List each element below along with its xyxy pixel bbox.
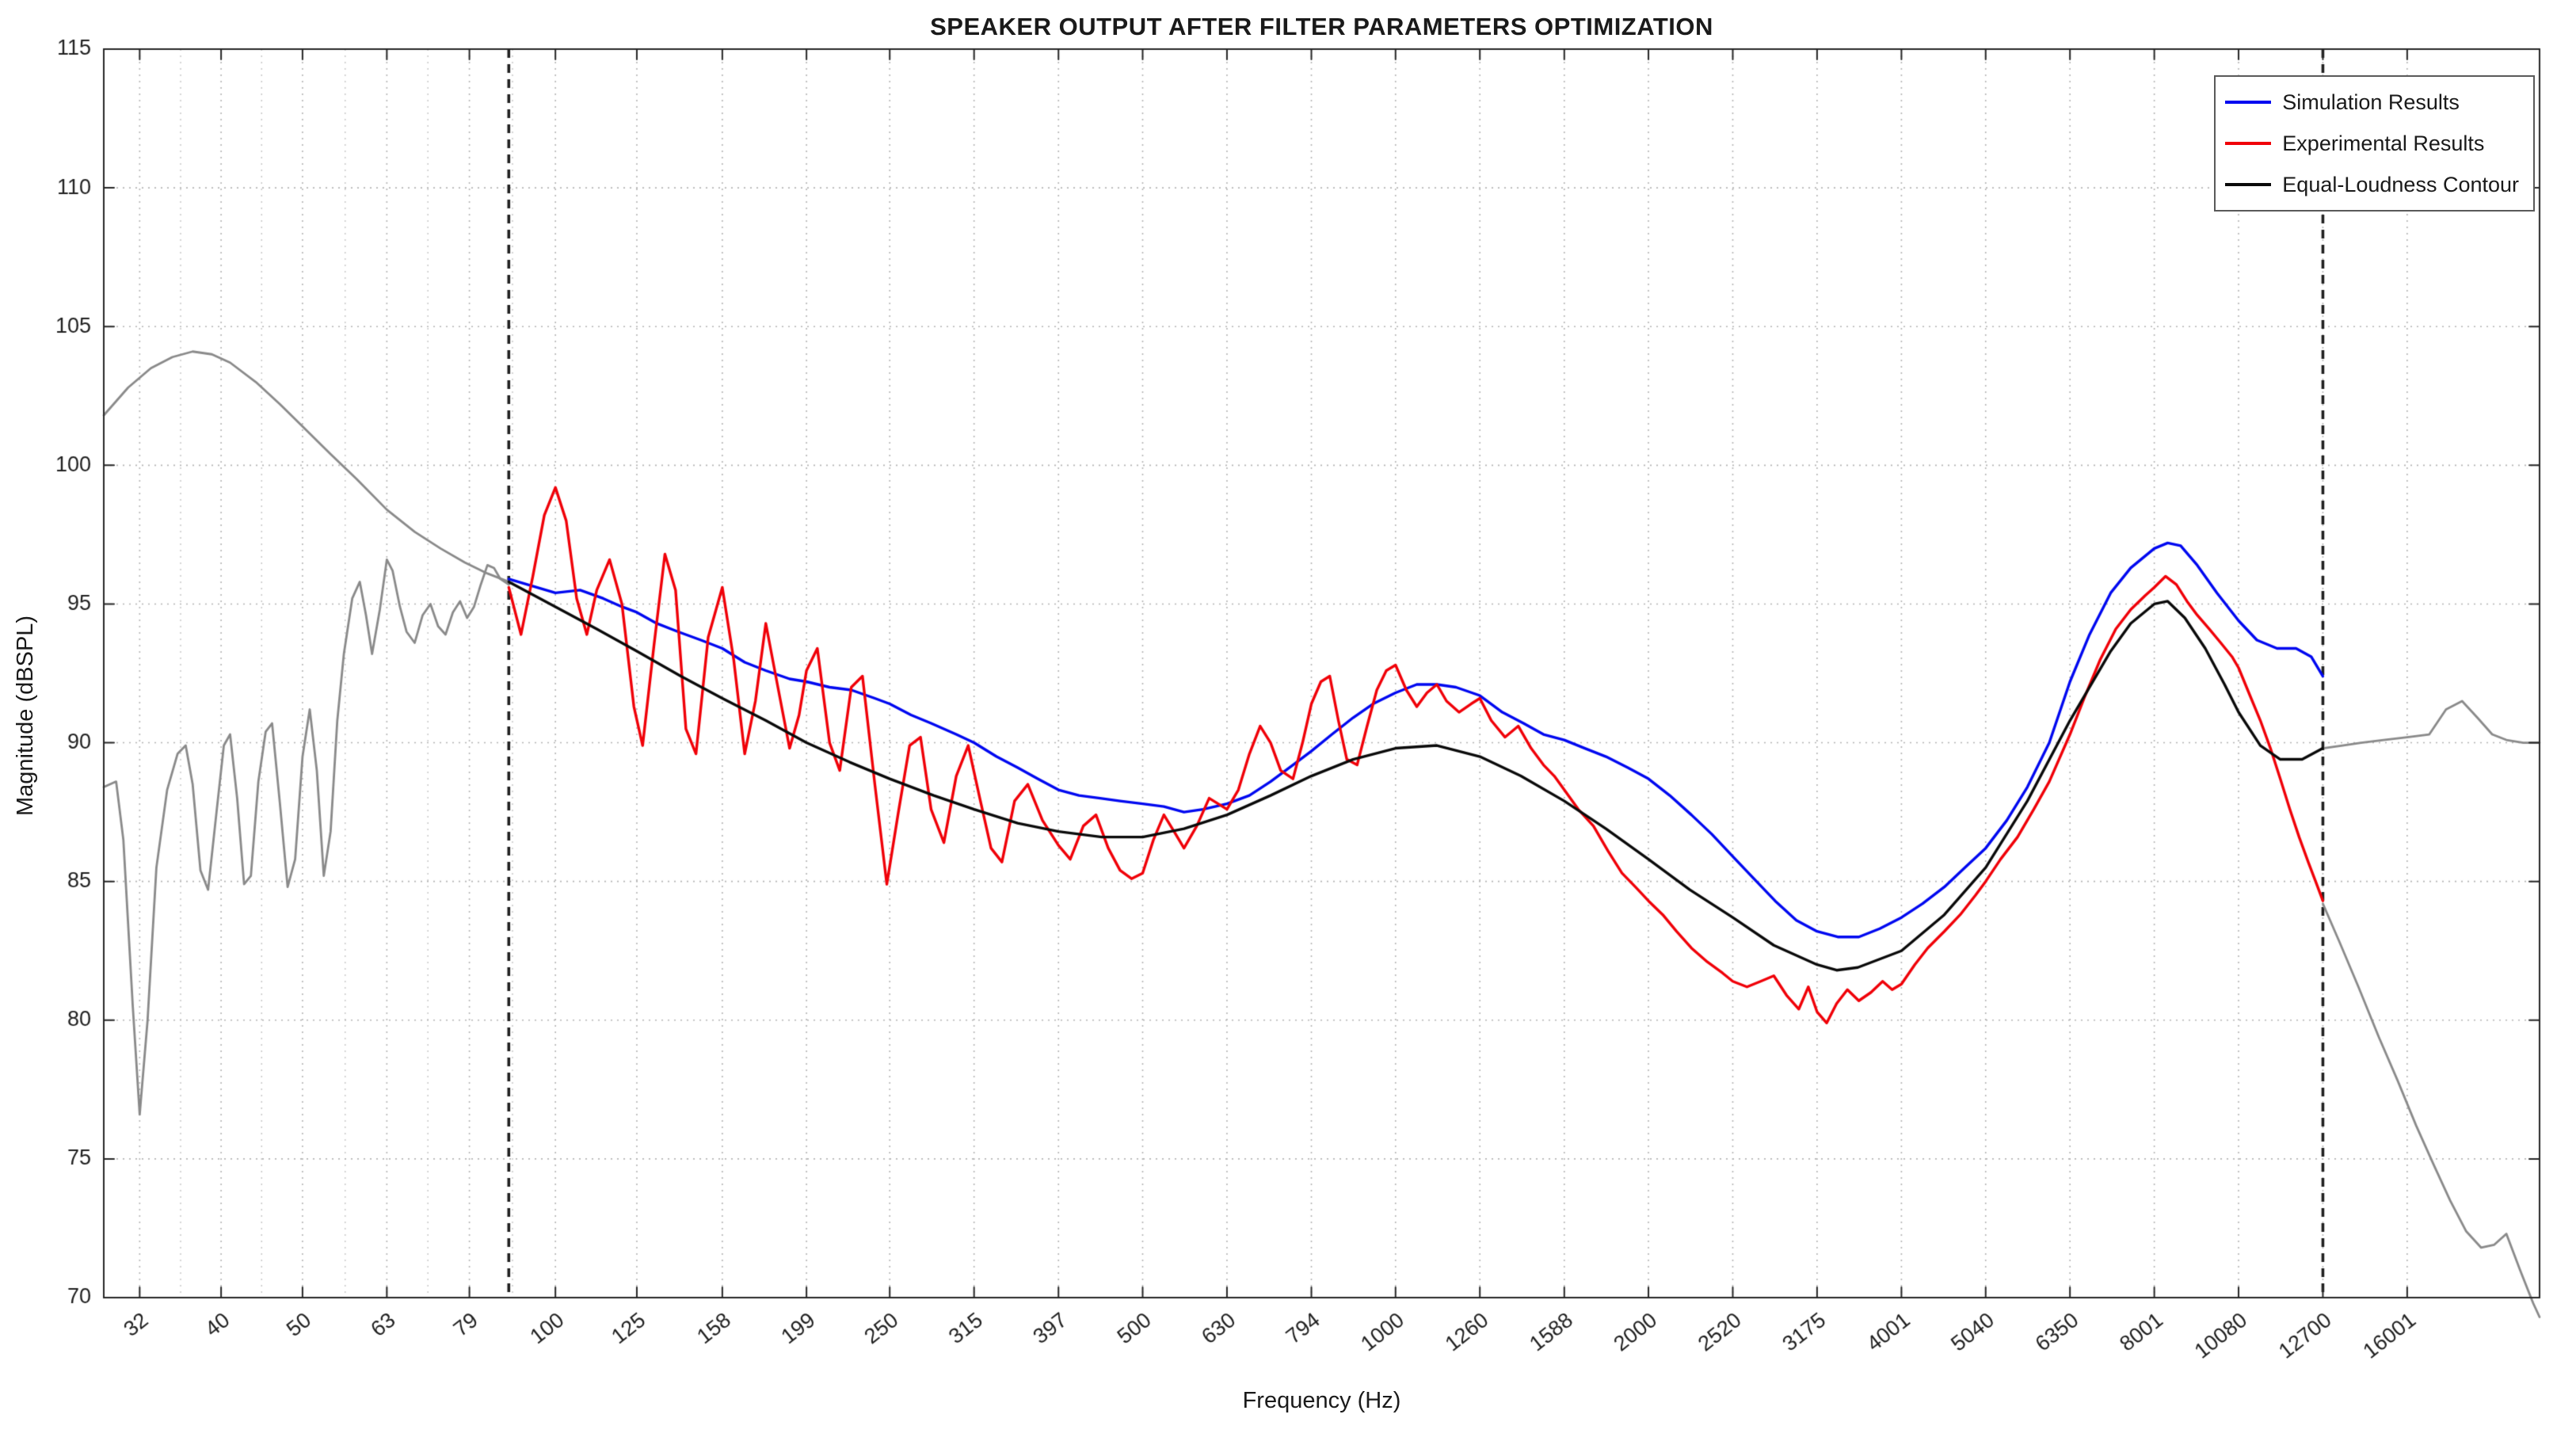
legend-item-experimental: Experimental Results bbox=[2225, 123, 2519, 164]
legend-line-simulation-icon bbox=[2225, 101, 2272, 104]
legend-label-experimental: Experimental Results bbox=[2282, 131, 2485, 155]
y-axis-label: Magnitude (dBSPL) bbox=[13, 615, 38, 816]
legend-item-simulation: Simulation Results bbox=[2225, 82, 2519, 123]
legend-item-contour: Equal-Loudness Contour bbox=[2225, 164, 2519, 205]
legend-label-contour: Equal-Loudness Contour bbox=[2282, 172, 2519, 196]
chart-title: SPEAKER OUTPUT AFTER FILTER PARAMETERS O… bbox=[930, 13, 1713, 40]
legend: Simulation Results Experimental Results … bbox=[2214, 75, 2535, 212]
legend-label-simulation: Simulation Results bbox=[2282, 90, 2460, 114]
x-axis-label: Frequency (Hz) bbox=[1242, 1388, 1401, 1413]
legend-line-experimental-icon bbox=[2225, 142, 2272, 145]
legend-line-contour-icon bbox=[2225, 183, 2272, 186]
